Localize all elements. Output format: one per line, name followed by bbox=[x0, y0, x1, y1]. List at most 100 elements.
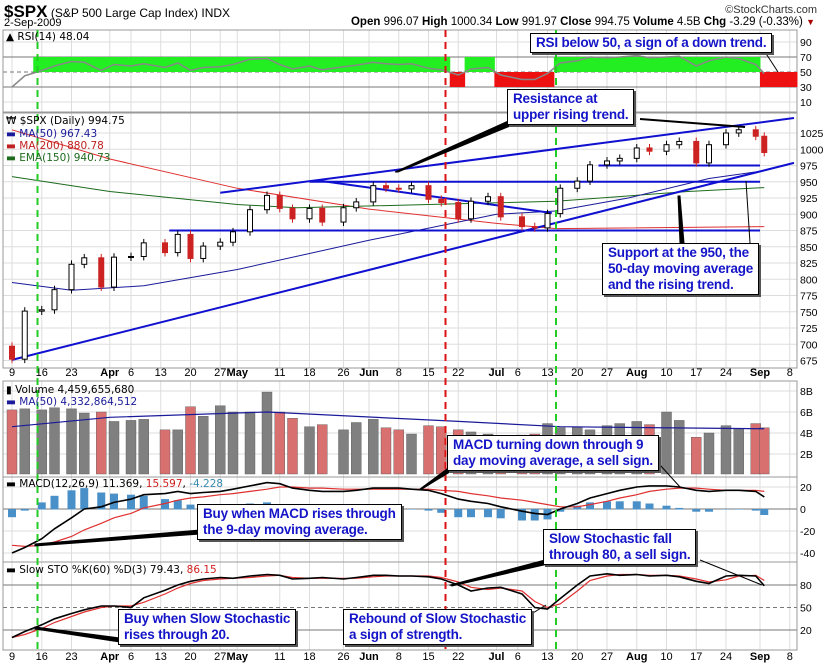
candle bbox=[676, 140, 683, 146]
volume-bar bbox=[159, 429, 171, 475]
rsi-zone bbox=[63, 57, 79, 72]
pointer-resistance bbox=[394, 117, 521, 173]
candle bbox=[485, 196, 491, 202]
candle bbox=[230, 231, 236, 243]
price-label: $SPX (Daily) 994.75 bbox=[19, 115, 125, 127]
macd-histogram-bar bbox=[615, 501, 624, 510]
y-tick-label: 8B bbox=[800, 386, 813, 398]
x-tick-label: 16 bbox=[36, 367, 48, 379]
candle bbox=[663, 144, 670, 152]
low-value: 991.97 bbox=[521, 16, 557, 28]
volume-value: 4.5B bbox=[676, 16, 701, 28]
panel-frames bbox=[2, 29, 798, 651]
candle bbox=[735, 129, 742, 134]
candle bbox=[706, 144, 712, 164]
annotation-line: upper rising trend. bbox=[513, 107, 629, 122]
candle bbox=[752, 129, 759, 137]
volume-bar bbox=[172, 429, 183, 475]
x-tick-label: 22 bbox=[452, 651, 464, 663]
sto-label: Slow STO %K(60) %D(3) bbox=[19, 564, 147, 576]
ema150-line bbox=[11, 176, 765, 209]
ma200-legend: ▬ MA(200) 880.78 bbox=[6, 140, 104, 152]
rsi-legend: ▲ RSI(14) 48.04 bbox=[6, 31, 90, 43]
rsi-zone bbox=[33, 57, 49, 72]
candle bbox=[289, 207, 296, 220]
x-tick-label: 15 bbox=[422, 651, 434, 663]
candle bbox=[319, 207, 326, 223]
x-tick-label: 8 bbox=[396, 367, 402, 379]
macd-histogram-bar bbox=[675, 507, 684, 510]
macd-histogram-bar bbox=[437, 509, 446, 513]
volume-ma-legend: ▬ MA(50) 4,332,864,512 bbox=[6, 396, 138, 408]
rsi-zone bbox=[658, 57, 674, 72]
x-tick-label: 24 bbox=[720, 367, 732, 379]
annotation-line: 50-day moving average bbox=[608, 261, 754, 276]
x-tick-label: Sep bbox=[750, 651, 770, 663]
chart-marks: 9916162323AprApr66131320202727MayMay1111… bbox=[6, 30, 824, 663]
annotation-line: Resistance at bbox=[513, 91, 598, 106]
candle bbox=[557, 187, 564, 215]
volume-bar bbox=[79, 412, 90, 475]
y-tick-label: 50 bbox=[800, 603, 812, 615]
y-tick-label: 825 bbox=[800, 258, 818, 270]
volume-bar bbox=[304, 426, 315, 475]
ma50-line bbox=[11, 170, 765, 291]
x-tick-label: 11 bbox=[274, 651, 285, 663]
candle bbox=[425, 185, 432, 200]
y-tick-label: 800 bbox=[800, 274, 818, 286]
candle bbox=[174, 233, 181, 254]
x-tick-label: 27 bbox=[214, 367, 226, 379]
candle bbox=[383, 185, 389, 189]
candle bbox=[128, 256, 134, 258]
rsi-zone bbox=[687, 57, 704, 72]
rsi-zone bbox=[449, 72, 466, 87]
x-tick-label: May bbox=[227, 367, 249, 379]
chg-label: Chg bbox=[703, 16, 727, 28]
annotation-line: through 80, a sell sign. bbox=[549, 547, 691, 562]
sto-d-value: 86.15 bbox=[186, 564, 217, 576]
trendline bbox=[317, 179, 552, 214]
chart-title: $SPX (S&P 500 Large Cap Index) INDX bbox=[4, 2, 230, 22]
macd-histogram-bar bbox=[454, 509, 463, 518]
volume-label: Volume bbox=[633, 16, 674, 28]
candle bbox=[21, 310, 28, 360]
candle bbox=[438, 198, 445, 204]
rsi-zone bbox=[77, 57, 94, 72]
sto-legend: ▬ Slow STO %K(60) %D(3) 79.43, 86.15 bbox=[6, 564, 217, 576]
x-tick-label: 23 bbox=[65, 651, 77, 663]
rsi-zone bbox=[364, 57, 381, 72]
candle bbox=[200, 245, 207, 259]
volume-bar bbox=[406, 433, 417, 475]
macd-histogram-bar bbox=[734, 509, 743, 510]
volume-bar bbox=[317, 424, 328, 475]
rsi-zone bbox=[286, 57, 302, 72]
pointer-resistance-2 bbox=[639, 118, 746, 128]
rsi-line bbox=[11, 54, 765, 88]
volume-ma-line bbox=[11, 411, 765, 430]
candle bbox=[633, 147, 640, 159]
high-value: 1000.34 bbox=[450, 16, 493, 28]
volume-bar bbox=[274, 411, 285, 475]
pointer-sto-sell bbox=[448, 559, 549, 587]
macd-line bbox=[11, 481, 765, 554]
candle bbox=[370, 185, 377, 203]
volume-ma-label: MA(50) 4,332,864,512 bbox=[19, 396, 138, 408]
volume-bar bbox=[338, 429, 349, 475]
macd-histogram-bar bbox=[603, 501, 611, 510]
macd-value: 11.369 bbox=[102, 478, 140, 490]
y-tick-label: 750 bbox=[800, 307, 818, 319]
candle bbox=[587, 164, 593, 182]
macd-histogram-bar bbox=[496, 509, 505, 519]
rsi-zone bbox=[420, 57, 436, 72]
ma50-label: MA(50) 967.43 bbox=[19, 128, 98, 140]
candle bbox=[408, 185, 415, 190]
macd-histogram-bar bbox=[556, 509, 565, 512]
watermark: ©StockCharts.com bbox=[725, 4, 817, 16]
annotation-line: Buy when Slow Stochastic bbox=[124, 611, 291, 626]
annotation-line: rises through 20. bbox=[124, 627, 230, 642]
pointer-macd-sell-2 bbox=[659, 464, 681, 488]
low-label: Low bbox=[495, 16, 519, 28]
pointer-support bbox=[677, 195, 685, 244]
y-tick-label: -40 bbox=[800, 548, 815, 560]
